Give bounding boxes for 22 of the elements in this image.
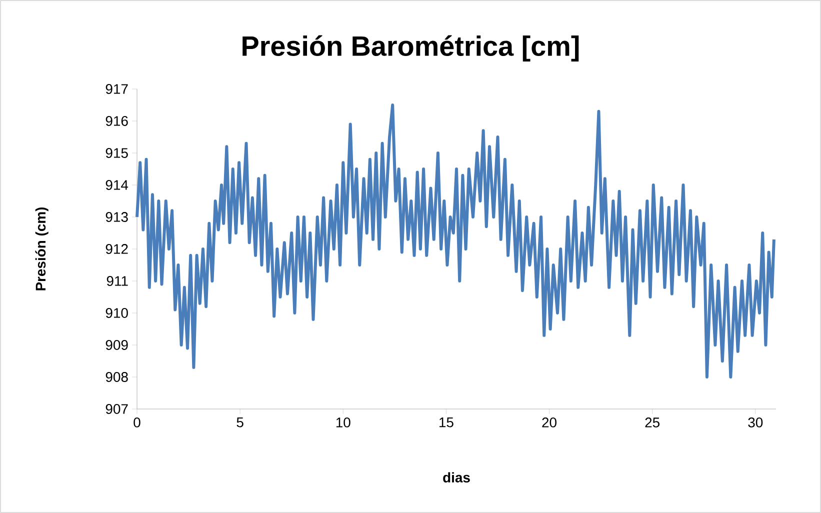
chart-title: Presión Barométrica [cm] [242, 35, 579, 62]
y-tick-label: 908 [106, 372, 128, 382]
y-tick-label: 913 [106, 212, 128, 222]
x-tick-label: 15 [440, 418, 454, 428]
y-axis-title: Presión (cm) [35, 207, 48, 290]
x-tick-label: 0 [134, 418, 140, 428]
y-tick-label: 909 [106, 340, 128, 350]
x-axis-title: dias [443, 472, 470, 482]
y-tick-label: 917 [106, 84, 128, 94]
y-tick-label: 915 [106, 148, 128, 158]
y-tick-label: 911 [106, 276, 128, 286]
y-tick-label: 914 [106, 180, 128, 190]
y-tick-label: 912 [106, 244, 128, 254]
y-tick-label: 916 [106, 116, 128, 126]
line-series [136, 103, 776, 378]
y-tick-label: 907 [106, 404, 128, 414]
x-tick-label: 30 [748, 418, 763, 428]
x-tick-label: 25 [645, 418, 660, 428]
x-tick-label: 5 [236, 418, 244, 428]
y-tick-label: 910 [106, 308, 128, 318]
x-tick-label: 20 [542, 418, 556, 428]
x-tick-label: 10 [336, 418, 350, 428]
